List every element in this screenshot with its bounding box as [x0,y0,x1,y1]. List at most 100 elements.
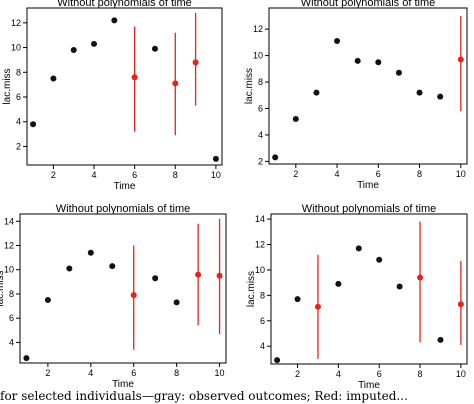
y-tick-label: 8 [16,67,21,77]
observed-point [87,249,94,256]
imputed-point [216,272,223,279]
caption-fragment: for selected individuals—gray: observed … [0,389,408,403]
observed-point [437,336,444,343]
observed-point [152,275,159,282]
x-tick-label: 6 [376,169,381,179]
observed-point [375,59,382,66]
y-tick-label: 6 [9,313,14,323]
imputed-point [417,274,424,281]
chart-title: Without polynomials of time [302,203,437,215]
x-tick-label: 10 [215,368,225,378]
observed-point [91,40,98,47]
observed-point [395,69,402,76]
y-tick-label: 4 [16,117,21,127]
observed-point [334,38,341,45]
y-tick-label: 14 [4,216,14,226]
x-tick-label: 6 [132,170,137,180]
observed-point [44,297,51,304]
imputed-point [131,74,138,81]
x-tick-label: 2 [45,368,50,378]
x-tick-label: 6 [131,368,136,378]
observed-point [70,47,77,54]
imputed-point [172,80,179,87]
x-tick-label: 4 [88,368,93,378]
y-tick-label: 4 [260,341,265,351]
y-tick-label: 4 [258,130,263,140]
observed-point [23,355,30,362]
panel-2: Without polynomials of time 2 4 6 8 10 2 4 6 8 10 1… [244,0,468,191]
observed-point [294,296,301,303]
y-tick-label: 6 [260,316,265,326]
x-tick-label: 2 [51,170,56,180]
observed-point [396,283,403,290]
y-tick-label: 2 [16,141,21,151]
x-tick-label: 4 [336,369,341,379]
plot-frame [19,213,227,364]
chart-title: Without polynomials of time [301,0,436,9]
y-tick-label: 6 [258,103,263,113]
observed-point [111,17,118,24]
x-tick-label: 2 [295,369,300,379]
observed-point [335,280,342,287]
y-tick-label: 8 [9,289,14,299]
y-tick-label: 10 [255,265,265,275]
y-tick-label: 14 [255,214,265,224]
observed-point [30,121,37,128]
x-tick-label: 2 [293,169,298,179]
imputed-point [457,301,464,308]
imputed-point [195,271,202,278]
x-tick-label: 6 [377,369,382,379]
y-axis-label: lac.miss [244,68,255,104]
panel-1: Without polynomials of time 2 4 6 8 10 2 4 6 8 10 1… [2,0,223,192]
x-tick-label: 8 [418,369,423,379]
x-tick-label: 10 [211,170,221,180]
plot-frame [270,213,468,365]
x-tick-label: 8 [417,169,422,179]
y-axis-label: lac.miss [2,68,13,104]
y-tick-label: 10 [253,51,263,61]
imputed-point [457,56,464,63]
observed-point [109,263,116,270]
x-tick-label: 10 [456,169,466,179]
y-axis-label: lac.miss [246,271,257,307]
plot-frame [26,7,223,166]
x-tick-label: 8 [174,368,179,378]
observed-point [173,299,180,306]
observed-point [151,45,158,52]
observed-point [212,155,219,162]
panel-4: Without polynomials of time 2 4 6 8 10 4 6 8 10 12… [246,203,468,391]
y-tick-label: 4 [9,337,14,347]
observed-point [50,75,57,82]
y-tick-label: 12 [253,24,263,34]
observed-point [272,154,279,161]
observed-point [274,357,281,364]
imputed-point [192,59,199,66]
y-tick-label: 12 [4,240,14,250]
x-tick-label: 4 [92,170,97,180]
x-tick-label: 4 [335,169,340,179]
y-tick-label: 8 [260,290,265,300]
y-axis-label: lac.miss [0,270,6,306]
plot-frame [268,7,468,165]
y-tick-label: 6 [16,92,21,102]
x-axis-label: Time [112,379,134,390]
observed-point [313,89,320,96]
y-tick-label: 10 [4,265,14,275]
observed-point [354,57,361,64]
observed-point [416,89,423,96]
x-axis-label: Time [357,180,379,191]
chart-title: Without polynomials of time [56,203,191,215]
observed-point [292,116,299,123]
imputed-point [314,303,321,310]
x-tick-label: 8 [173,170,178,180]
observed-point [376,256,383,263]
x-tick-label: 10 [456,369,466,379]
y-tick-label: 12 [11,18,21,28]
x-axis-label: Time [358,380,380,391]
y-tick-label: 12 [255,240,265,250]
observed-point [355,245,362,252]
chart-title: Without polynomials of time [57,0,192,9]
imputed-point [130,292,137,299]
y-tick-label: 2 [258,156,263,166]
